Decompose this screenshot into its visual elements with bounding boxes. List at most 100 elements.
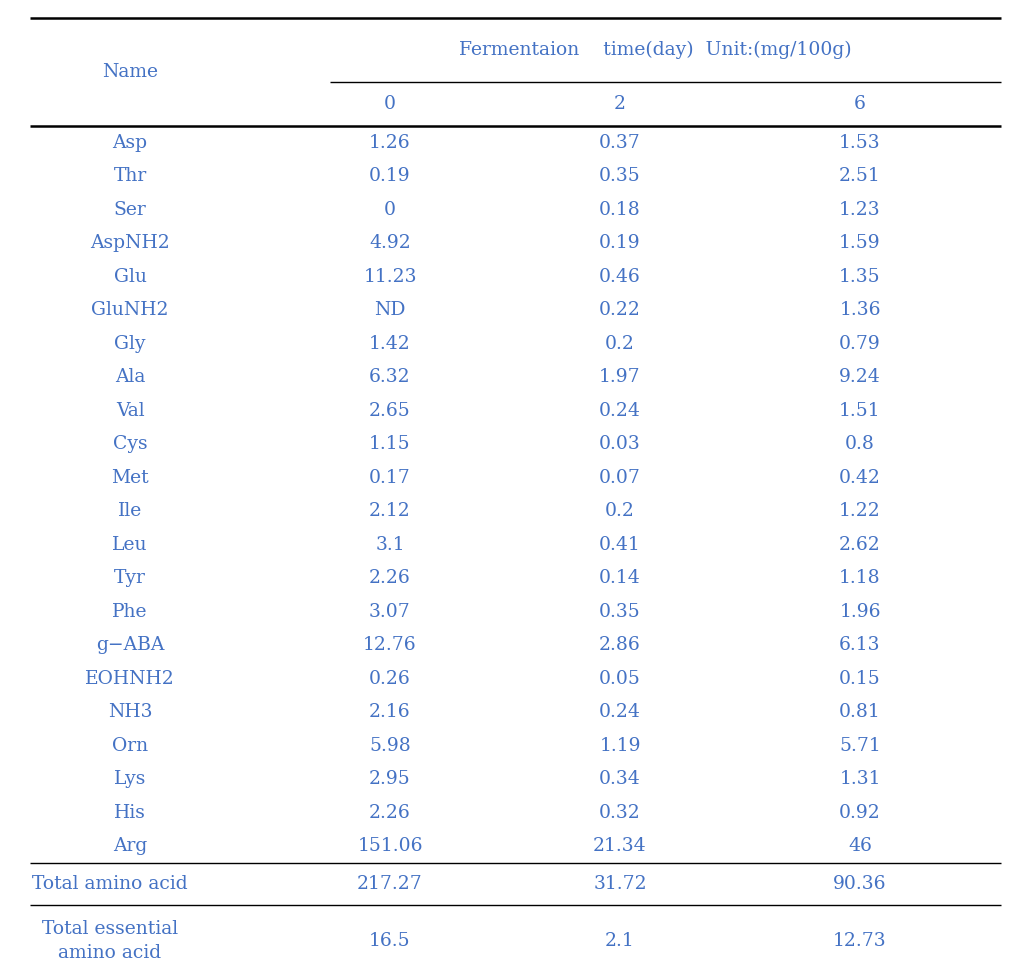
- Text: 3.07: 3.07: [369, 603, 411, 621]
- Text: 1.15: 1.15: [369, 435, 410, 453]
- Text: 0.32: 0.32: [599, 803, 641, 822]
- Text: 0.03: 0.03: [599, 435, 641, 453]
- Text: 0.79: 0.79: [839, 334, 880, 353]
- Text: 2.95: 2.95: [369, 770, 411, 788]
- Text: 3.1: 3.1: [375, 535, 405, 554]
- Text: Asp: Asp: [112, 134, 147, 152]
- Text: Met: Met: [111, 469, 148, 487]
- Text: 6: 6: [854, 95, 866, 113]
- Text: 2: 2: [614, 95, 626, 113]
- Text: Lys: Lys: [113, 770, 146, 788]
- Text: Leu: Leu: [112, 535, 147, 554]
- Text: 0.92: 0.92: [839, 803, 880, 822]
- Text: 0.18: 0.18: [599, 201, 641, 218]
- Text: 0.81: 0.81: [839, 703, 880, 722]
- Text: 1.51: 1.51: [839, 402, 880, 420]
- Text: 1.97: 1.97: [599, 369, 641, 386]
- Text: 2.65: 2.65: [369, 402, 411, 420]
- Text: 1.22: 1.22: [839, 502, 880, 521]
- Text: Arg: Arg: [112, 838, 147, 855]
- Text: His: His: [114, 803, 146, 822]
- Text: EOHNH2: EOHNH2: [86, 670, 175, 687]
- Text: Ser: Ser: [113, 201, 146, 218]
- Text: 2.62: 2.62: [839, 535, 880, 554]
- Text: 0.17: 0.17: [369, 469, 411, 487]
- Text: 0.46: 0.46: [599, 268, 641, 286]
- Text: 1.42: 1.42: [369, 334, 411, 353]
- Text: 0.19: 0.19: [599, 234, 641, 253]
- Text: 2.16: 2.16: [369, 703, 410, 722]
- Text: 16.5: 16.5: [369, 932, 410, 950]
- Text: 1.31: 1.31: [839, 770, 880, 788]
- Text: AspNH2: AspNH2: [90, 234, 170, 253]
- Text: 0.19: 0.19: [369, 168, 410, 185]
- Text: 0.34: 0.34: [599, 770, 641, 788]
- Text: 12.76: 12.76: [363, 637, 417, 654]
- Text: Name: Name: [102, 63, 158, 81]
- Text: Ala: Ala: [114, 369, 145, 386]
- Text: 0.24: 0.24: [599, 402, 641, 420]
- Text: 21.34: 21.34: [593, 838, 646, 855]
- Text: 4.92: 4.92: [369, 234, 411, 253]
- Text: 1.36: 1.36: [839, 301, 880, 319]
- Text: 1.18: 1.18: [839, 569, 880, 587]
- Text: 2.26: 2.26: [369, 569, 411, 587]
- Text: 0: 0: [384, 201, 396, 218]
- Text: 12.73: 12.73: [833, 932, 887, 950]
- Text: Total amino acid: Total amino acid: [32, 875, 188, 893]
- Text: 0.14: 0.14: [599, 569, 641, 587]
- Text: Tyr: Tyr: [114, 569, 146, 587]
- Text: 9.24: 9.24: [839, 369, 880, 386]
- Text: 6.32: 6.32: [369, 369, 410, 386]
- Text: Phe: Phe: [112, 603, 147, 621]
- Text: g−ABA: g−ABA: [96, 637, 164, 654]
- Text: 151.06: 151.06: [358, 838, 423, 855]
- Text: 2.26: 2.26: [369, 803, 411, 822]
- Text: Cys: Cys: [112, 435, 147, 453]
- Text: Ile: Ile: [118, 502, 142, 521]
- Text: 2.51: 2.51: [839, 168, 880, 185]
- Text: 1.19: 1.19: [599, 737, 640, 755]
- Text: 5.98: 5.98: [369, 737, 411, 755]
- Text: 31.72: 31.72: [593, 875, 646, 893]
- Text: 46: 46: [849, 838, 872, 855]
- Text: 2.12: 2.12: [369, 502, 411, 521]
- Text: 0.41: 0.41: [599, 535, 641, 554]
- Text: 1.59: 1.59: [839, 234, 880, 253]
- Text: Fermentaion    time(day)  Unit:(mg/100g): Fermentaion time(day) Unit:(mg/100g): [459, 41, 852, 59]
- Text: 90.36: 90.36: [833, 875, 887, 893]
- Text: ND: ND: [374, 301, 406, 319]
- Text: 11.23: 11.23: [363, 268, 417, 286]
- Text: 0.07: 0.07: [599, 469, 641, 487]
- Text: 0.22: 0.22: [599, 301, 641, 319]
- Text: 1.23: 1.23: [839, 201, 880, 218]
- Text: 0.35: 0.35: [599, 603, 641, 621]
- Text: 0.15: 0.15: [839, 670, 880, 687]
- Text: 0.8: 0.8: [845, 435, 875, 453]
- Text: Total essential
amino acid: Total essential amino acid: [42, 919, 178, 962]
- Text: 0.2: 0.2: [605, 502, 635, 521]
- Text: 1.96: 1.96: [839, 603, 880, 621]
- Text: 2.86: 2.86: [599, 637, 641, 654]
- Text: Orn: Orn: [112, 737, 148, 755]
- Text: 0.37: 0.37: [599, 134, 641, 152]
- Text: 5.71: 5.71: [839, 737, 880, 755]
- Text: Val: Val: [115, 402, 144, 420]
- Text: 0.26: 0.26: [369, 670, 411, 687]
- Text: Gly: Gly: [114, 334, 145, 353]
- Text: GluNH2: GluNH2: [92, 301, 169, 319]
- Text: Thr: Thr: [113, 168, 146, 185]
- Text: 217.27: 217.27: [357, 875, 423, 893]
- Text: 0.35: 0.35: [599, 168, 641, 185]
- Text: 1.26: 1.26: [369, 134, 410, 152]
- Text: 0.2: 0.2: [605, 334, 635, 353]
- Text: 2.1: 2.1: [605, 932, 635, 950]
- Text: 0.42: 0.42: [839, 469, 880, 487]
- Text: 1.35: 1.35: [839, 268, 880, 286]
- Text: NH3: NH3: [108, 703, 153, 722]
- Text: 1.53: 1.53: [839, 134, 880, 152]
- Text: 0: 0: [384, 95, 396, 113]
- Text: 0.05: 0.05: [599, 670, 641, 687]
- Text: 0.24: 0.24: [599, 703, 641, 722]
- Text: Glu: Glu: [113, 268, 146, 286]
